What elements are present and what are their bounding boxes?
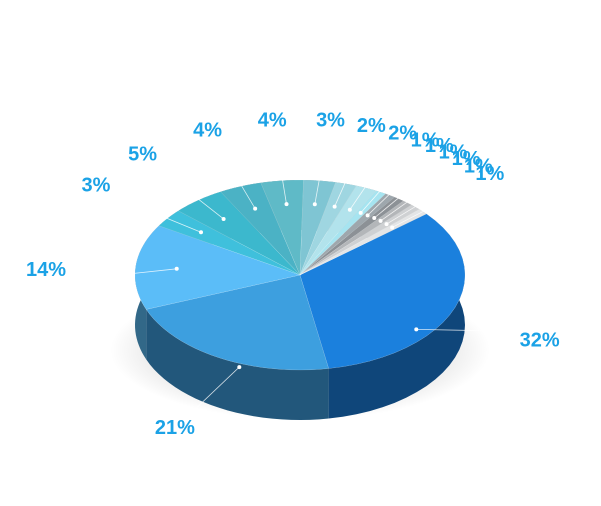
value-label: 4% xyxy=(258,109,287,131)
leader-line xyxy=(184,366,240,420)
value-label: 3% xyxy=(82,174,111,196)
leader-dot xyxy=(332,204,337,209)
value-label: 1% xyxy=(439,141,468,163)
leader-dot xyxy=(199,230,204,235)
leader-line xyxy=(416,328,521,332)
leader-dot xyxy=(221,216,226,221)
value-label: 5% xyxy=(128,143,157,165)
leader-line xyxy=(386,176,465,225)
value-label: 21% xyxy=(155,417,195,439)
slice xyxy=(299,193,396,276)
value-label: 1% xyxy=(475,163,504,185)
slice xyxy=(158,210,301,276)
slice xyxy=(299,200,412,276)
value-label: 14% xyxy=(26,259,66,281)
value-label: 2% xyxy=(388,122,417,144)
leader-line xyxy=(214,141,256,209)
slice xyxy=(260,179,304,276)
value-label: 32% xyxy=(520,330,560,352)
leader-dot xyxy=(378,218,383,223)
leader-dot xyxy=(284,202,289,207)
value-label: 2% xyxy=(357,115,386,137)
value-label: 4% xyxy=(193,119,222,141)
slice xyxy=(299,196,404,276)
leader-dot xyxy=(390,225,395,230)
slice xyxy=(299,185,377,276)
leader-dot xyxy=(414,327,419,332)
leader-dot xyxy=(365,213,370,218)
leader-dot xyxy=(253,206,258,211)
leader-dot xyxy=(372,216,377,221)
slice xyxy=(134,225,301,310)
slice xyxy=(299,179,337,276)
slice-side xyxy=(146,309,329,420)
slice xyxy=(299,190,387,276)
leader-line xyxy=(380,169,453,222)
leader-line xyxy=(367,156,429,216)
slice xyxy=(299,181,357,276)
leader-dot xyxy=(174,266,179,271)
leader-line xyxy=(374,162,442,219)
leader-dot xyxy=(312,202,317,207)
leader-line xyxy=(112,195,202,233)
slice xyxy=(145,274,329,371)
leader-dot xyxy=(384,222,389,227)
leader-line xyxy=(334,136,367,207)
leader-dot xyxy=(347,207,352,212)
slice xyxy=(177,191,301,276)
leader-line xyxy=(314,131,329,205)
value-label: 1% xyxy=(452,148,481,170)
leader-line xyxy=(66,268,177,282)
value-label: 1% xyxy=(425,135,454,157)
value-label: 1% xyxy=(464,155,493,177)
leader-line xyxy=(391,184,475,228)
value-label: 1% xyxy=(411,129,440,151)
leader-line xyxy=(154,164,224,220)
leader-dot xyxy=(358,210,363,215)
slice xyxy=(220,182,301,276)
leader-line xyxy=(274,130,287,205)
leader-line xyxy=(360,150,416,214)
leader-dot xyxy=(237,365,242,370)
value-label: 3% xyxy=(316,109,345,131)
leader-line xyxy=(349,143,395,211)
